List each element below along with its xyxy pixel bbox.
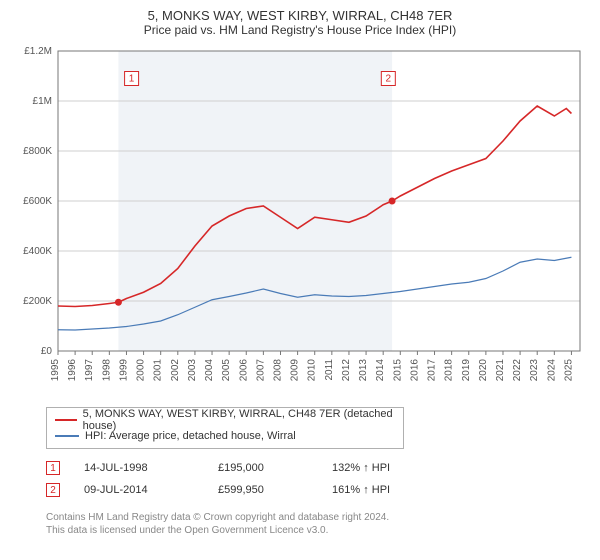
chart-title: 5, MONKS WAY, WEST KIRBY, WIRRAL, CH48 7… (10, 8, 590, 23)
svg-text:2023: 2023 (529, 359, 540, 382)
svg-text:2013: 2013 (358, 359, 369, 382)
event-date: 14-JUL-1998 (84, 462, 194, 474)
price-chart: £0 £200K £400K £600K £800K £1M £1.2M 1995 1996 19… (10, 41, 590, 401)
svg-text:2019: 2019 (461, 359, 472, 382)
svg-text:£0: £0 (41, 346, 53, 357)
svg-text:2025: 2025 (563, 359, 574, 382)
event-date: 09-JUL-2014 (84, 484, 194, 496)
svg-text:2005: 2005 (221, 359, 232, 382)
event-price: £195,000 (218, 462, 308, 474)
event-price: £599,950 (218, 484, 308, 496)
svg-text:2022: 2022 (512, 359, 523, 382)
svg-text:1: 1 (129, 74, 135, 85)
svg-text:£200K: £200K (23, 296, 52, 307)
svg-text:2008: 2008 (272, 359, 283, 382)
legend-label: 5, MONKS WAY, WEST KIRBY, WIRRAL, CH48 7… (83, 408, 395, 432)
svg-text:£1.2M: £1.2M (24, 46, 52, 57)
legend-label: HPI: Average price, detached house, Wirr… (85, 430, 296, 442)
svg-text:£800K: £800K (23, 146, 52, 157)
svg-text:2003: 2003 (187, 359, 198, 382)
svg-text:£1M: £1M (33, 96, 52, 107)
svg-text:2015: 2015 (392, 359, 403, 382)
event-marker-2: 2 (46, 483, 60, 497)
svg-text:2001: 2001 (153, 359, 164, 382)
chart-subtitle: Price paid vs. HM Land Registry's House … (10, 23, 590, 37)
svg-text:2017: 2017 (427, 359, 438, 382)
svg-text:2018: 2018 (444, 359, 455, 382)
svg-text:2016: 2016 (409, 359, 420, 382)
event-row: 2 09-JUL-2014 £599,950 161% ↑ HPI (46, 479, 590, 501)
svg-text:2009: 2009 (290, 359, 301, 382)
svg-text:2004: 2004 (204, 359, 215, 382)
svg-text:2002: 2002 (170, 359, 181, 382)
svg-text:1995: 1995 (50, 359, 61, 382)
legend: 5, MONKS WAY, WEST KIRBY, WIRRAL, CH48 7… (46, 407, 404, 449)
svg-text:1996: 1996 (67, 359, 78, 382)
svg-text:2011: 2011 (324, 359, 335, 381)
svg-text:2012: 2012 (341, 359, 352, 382)
legend-item: 5, MONKS WAY, WEST KIRBY, WIRRAL, CH48 7… (55, 412, 395, 428)
svg-text:2007: 2007 (255, 359, 266, 382)
svg-text:2021: 2021 (495, 359, 506, 382)
svg-text:2020: 2020 (478, 359, 489, 382)
svg-text:1998: 1998 (101, 359, 112, 382)
event-hpi: 132% ↑ HPI (332, 462, 422, 474)
svg-text:2014: 2014 (375, 359, 386, 382)
svg-text:2024: 2024 (546, 359, 557, 382)
events-table: 1 14-JUL-1998 £195,000 132% ↑ HPI 2 09-J… (46, 457, 590, 501)
svg-text:1997: 1997 (84, 359, 95, 382)
event-row: 1 14-JUL-1998 £195,000 132% ↑ HPI (46, 457, 590, 479)
footnote: Contains HM Land Registry data © Crown c… (46, 511, 590, 537)
svg-text:2: 2 (386, 74, 392, 85)
svg-text:£400K: £400K (23, 246, 52, 257)
event-hpi: 161% ↑ HPI (332, 484, 422, 496)
event-marker-1: 1 (46, 461, 60, 475)
svg-text:1999: 1999 (118, 359, 129, 382)
svg-text:£600K: £600K (23, 196, 52, 207)
svg-text:2010: 2010 (307, 359, 318, 382)
svg-text:2006: 2006 (238, 359, 249, 382)
svg-text:2000: 2000 (136, 359, 147, 382)
